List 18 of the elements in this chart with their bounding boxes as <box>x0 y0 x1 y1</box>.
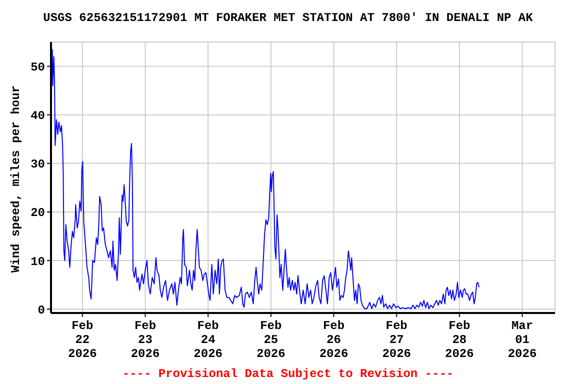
text: ---- Provisional Data Subject to Revision ---- <box>121 367 455 381</box>
y-axis-title: Wind speed, miles per hour <box>9 85 23 273</box>
y-tick-label: 0 <box>38 303 45 318</box>
x-tick-label: Feb 26 2026 <box>319 319 348 361</box>
chart-title: USGS 625632151172901 MT FORAKER MET STATION AT 7800' IN DENALI NP AK <box>42 11 534 25</box>
y-tick-label: 10 <box>30 254 45 269</box>
y-tick-label: 50 <box>30 60 45 75</box>
x-tick-label: Feb 24 2026 <box>194 319 222 361</box>
x-tick-label: Feb 28 2026 <box>445 319 474 361</box>
x-tick-label: Mar 01 2026 <box>508 319 537 361</box>
y-tick-label: 40 <box>30 109 45 124</box>
x-tick-label: Feb 22 2026 <box>68 319 97 361</box>
y-tick-label: 20 <box>30 206 45 220</box>
y-tick-label: 30 <box>30 158 45 172</box>
x-tick-label: Feb 23 2026 <box>130 319 160 361</box>
line-series <box>52 48 480 310</box>
x-tick-label: Feb 25 2026 <box>256 319 286 361</box>
x-tick-label: Feb 27 2026 <box>382 319 412 361</box>
